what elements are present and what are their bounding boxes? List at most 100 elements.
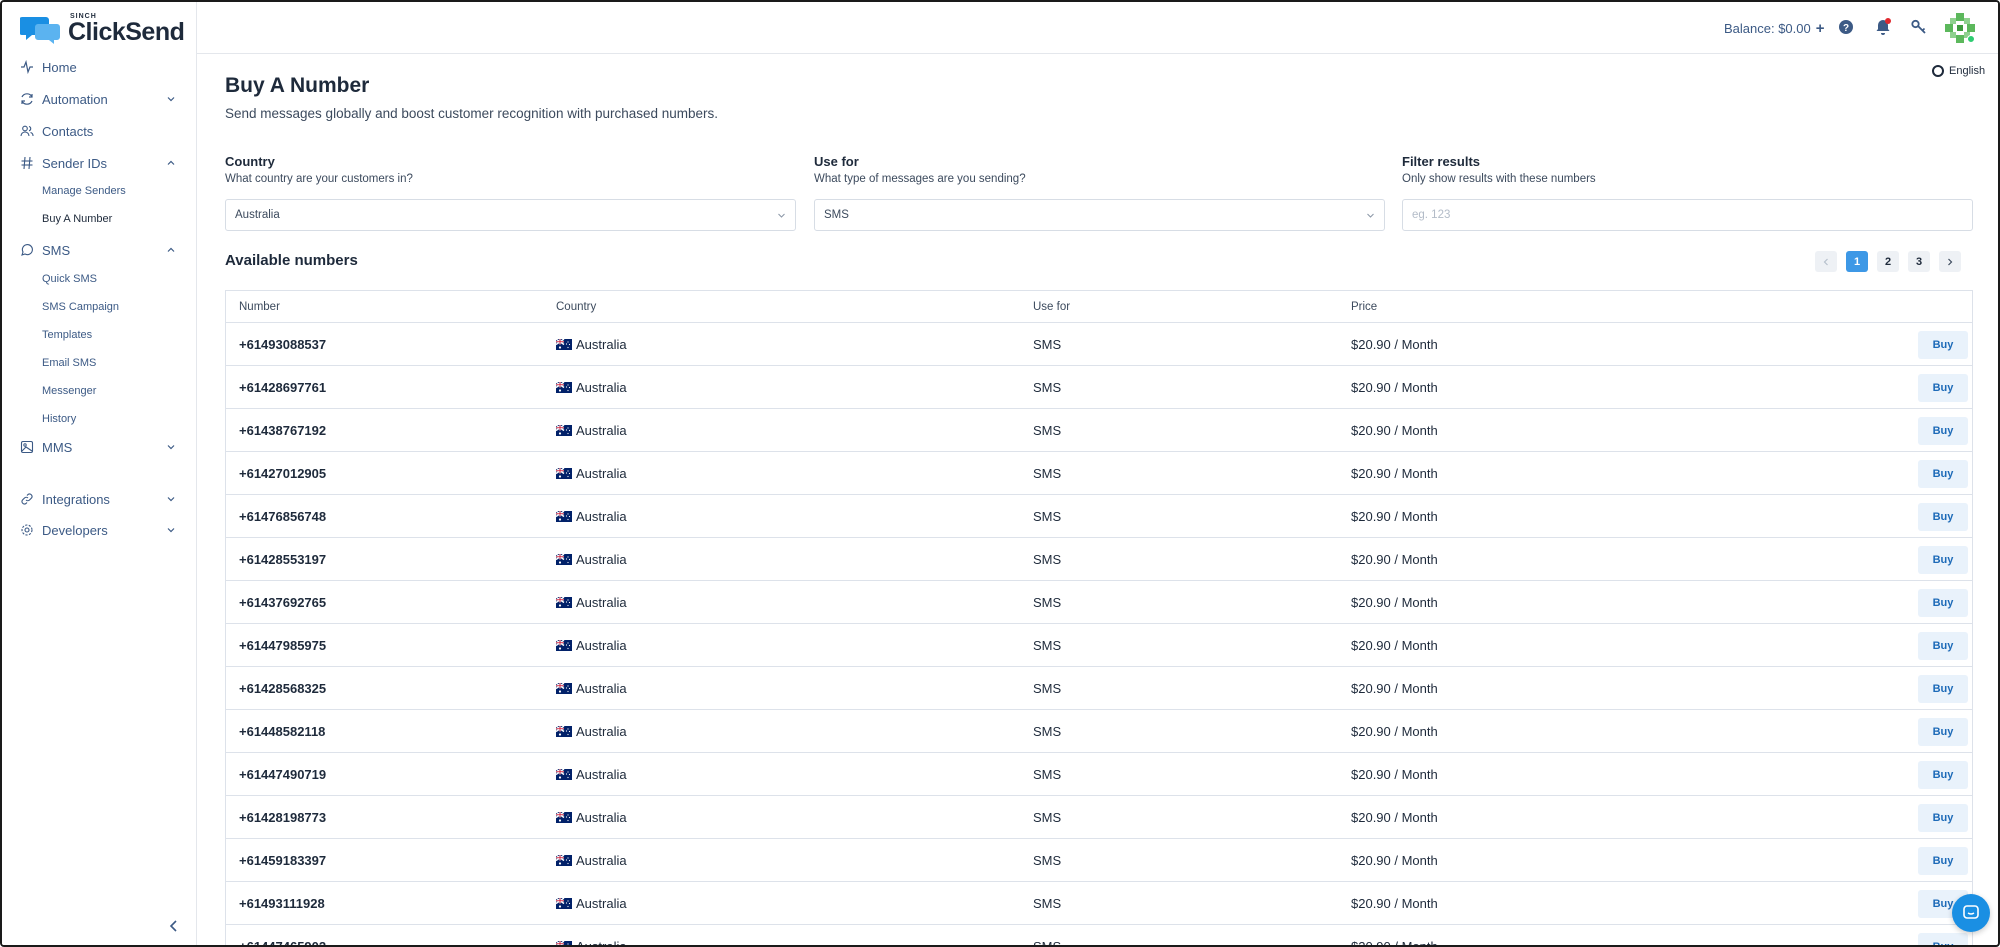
price-cell: $20.90 / Month	[1351, 895, 1438, 911]
sidebar-subitem-sms-campaign[interactable]: SMS Campaign	[42, 301, 120, 313]
buy-button[interactable]: Buy	[1918, 503, 1968, 531]
australia-flag-icon	[556, 854, 572, 866]
table-body: +61493088537 Australia SMS $20.90 / Mont…	[226, 323, 1972, 947]
australia-flag-icon	[556, 510, 572, 522]
help-icon[interactable]: ?	[1837, 18, 1855, 36]
sidebar-item-home[interactable]: Home	[2, 54, 197, 80]
sidebar-item-sender-ids[interactable]: Sender IDs	[2, 150, 197, 176]
chevron-down-icon	[167, 445, 175, 450]
country-cell: Australia	[556, 423, 627, 438]
country-cell: Australia	[556, 896, 627, 911]
sidebar-item-label: Sender IDs	[42, 155, 108, 171]
use-for-label: Use for	[814, 154, 859, 169]
australia-flag-icon	[556, 424, 572, 436]
sidebar-subitem-email-sms[interactable]: Email SMS	[42, 357, 97, 369]
collapse-sidebar-icon[interactable]	[167, 919, 181, 933]
price-cell: $20.90 / Month	[1351, 465, 1438, 481]
buy-button[interactable]: Buy	[1918, 804, 1968, 832]
use-for-select[interactable]: SMS	[814, 199, 1385, 231]
country-cell: Australia	[556, 853, 627, 868]
country-select[interactable]: Australia	[225, 199, 796, 231]
country-cell: Australia	[556, 552, 627, 567]
buy-button[interactable]: Buy	[1918, 546, 1968, 574]
use-for-cell: SMS	[1033, 723, 1062, 739]
pagination-page-1[interactable]: 1	[1846, 251, 1868, 272]
sidebar-subitem-messenger[interactable]: Messenger	[42, 385, 97, 397]
header-country: Country	[556, 300, 597, 313]
avatar[interactable]	[1945, 13, 1975, 43]
number-cell: +61476856748	[239, 508, 327, 524]
price-cell: $20.90 / Month	[1351, 594, 1438, 610]
buy-button[interactable]: Buy	[1918, 632, 1968, 660]
number-cell: +61438767192	[239, 422, 327, 438]
buy-button[interactable]: Buy	[1918, 718, 1968, 746]
table-row: +61427012905 Australia SMS $20.90 / Mont…	[226, 452, 1972, 495]
header-price: Price	[1351, 300, 1378, 313]
country-name: Australia	[576, 938, 627, 947]
buy-button[interactable]: Buy	[1918, 417, 1968, 445]
sidebar-item-developers[interactable]: Developers	[2, 517, 197, 543]
key-icon[interactable]	[1910, 18, 1928, 36]
country-name: Australia	[576, 637, 627, 653]
buy-button[interactable]: Buy	[1918, 933, 1968, 945]
filter-help: Only show results with these numbers	[1402, 173, 1596, 185]
sidebar-item-sms[interactable]: SMS	[2, 237, 197, 263]
language-label: English	[1949, 65, 1986, 77]
pagination-page-3[interactable]: 3	[1908, 251, 1930, 272]
price-cell: $20.90 / Month	[1351, 680, 1438, 696]
buy-button[interactable]: Buy	[1918, 460, 1968, 488]
sidebar-item-mms[interactable]: MMS	[2, 434, 197, 460]
pagination-next-button[interactable]	[1939, 251, 1961, 272]
sidebar-subitem-templates[interactable]: Templates	[42, 329, 93, 341]
table-row: +61428568325 Australia SMS $20.90 / Mont…	[226, 667, 1972, 710]
country-name: Australia	[576, 680, 627, 696]
number-cell: +61447490719	[239, 766, 327, 782]
sidebar-subitem-quick-sms[interactable]: Quick SMS	[42, 273, 98, 285]
country-select-value: Australia	[235, 209, 280, 221]
use-for-cell: SMS	[1033, 852, 1062, 868]
country-cell: Australia	[556, 380, 627, 395]
notification-bell-icon[interactable]	[1874, 18, 1892, 36]
use-for-cell: SMS	[1033, 379, 1062, 395]
price-cell: $20.90 / Month	[1351, 637, 1438, 653]
language-selector[interactable]: English	[1932, 65, 1985, 77]
sidebar-item-automation[interactable]: Automation	[2, 86, 197, 112]
sidebar-subitem-buy-a-number[interactable]: Buy A Number	[42, 213, 113, 225]
use-for-cell: SMS	[1033, 508, 1062, 524]
country-name: Australia	[576, 551, 627, 567]
country-name: Australia	[576, 336, 627, 352]
pagination-prev-button[interactable]	[1815, 251, 1837, 272]
country-name: Australia	[576, 422, 627, 438]
sidebar-item-integrations[interactable]: Integrations	[2, 486, 197, 512]
sidebar-item-label: SMS	[42, 242, 71, 258]
filter-label: Filter results	[1402, 154, 1481, 169]
buy-button[interactable]: Buy	[1918, 847, 1968, 875]
number-cell: +61427012905	[239, 465, 327, 481]
pagination-page-2[interactable]: 2	[1877, 251, 1899, 272]
use-for-field: Use for What type of messages are you se…	[814, 154, 1385, 231]
buy-button[interactable]: Buy	[1918, 675, 1968, 703]
table-row: +61447490719 Australia SMS $20.90 / Mont…	[226, 753, 1972, 796]
country-name: Australia	[576, 508, 627, 524]
hash-icon	[21, 156, 33, 170]
page-title: Buy A Number	[225, 74, 370, 97]
australia-flag-icon	[556, 381, 572, 393]
buy-button[interactable]: Buy	[1918, 761, 1968, 789]
sidebar-subitem-history[interactable]: History	[42, 413, 77, 425]
sidebar-item-contacts[interactable]: Contacts	[2, 118, 197, 144]
price-cell: $20.90 / Month	[1351, 766, 1438, 782]
buy-button[interactable]: Buy	[1918, 374, 1968, 402]
chat-support-button[interactable]	[1952, 894, 1990, 932]
chevron-down-icon	[167, 97, 175, 102]
table-row: +61448582118 Australia SMS $20.90 / Mont…	[226, 710, 1972, 753]
clicksend-logo[interactable]: SINCH ClickSend	[19, 12, 185, 46]
sidebar-item-label: Contacts	[42, 123, 94, 139]
buy-button[interactable]: Buy	[1918, 589, 1968, 617]
numbers-table: Number Country Use for Price +6149308853…	[225, 290, 1973, 947]
balance-button[interactable]: Balance: $0.00 +	[1724, 20, 1825, 37]
filter-input[interactable]: eg. 123	[1402, 199, 1973, 231]
country-name: Australia	[576, 895, 627, 911]
buy-button[interactable]: Buy	[1918, 331, 1968, 359]
sidebar-subitem-manage-senders[interactable]: Manage Senders	[42, 185, 126, 197]
price-cell: $20.90 / Month	[1351, 422, 1438, 438]
